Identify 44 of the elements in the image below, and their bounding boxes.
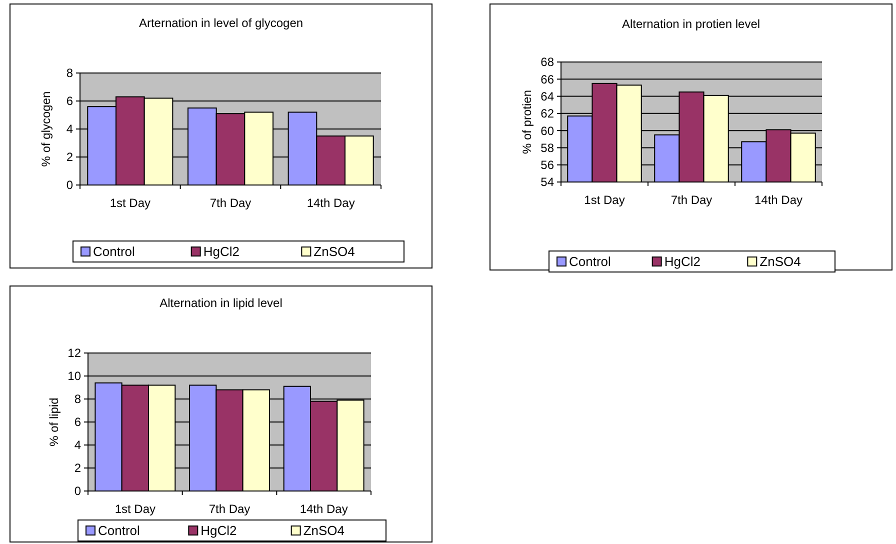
y-tick-label: 2 [66,150,74,164]
y-tick-label: 6 [74,415,82,430]
y-axis-title: % of protien [520,90,534,154]
y-tick-label: 2 [74,461,82,476]
y-axis-title: % of lipid [47,398,61,446]
y-tick-label: 8 [66,66,74,80]
x-tick-label: 14th Day [306,196,355,210]
legend-label: Control [93,244,136,259]
y-tick-label: 68 [540,55,554,70]
legend-label: HgCl2 [200,523,237,538]
y-tick-label: 0 [66,178,74,192]
y-tick-label: 58 [540,140,554,155]
legend-label: ZnSO4 [303,523,345,538]
x-tick-label: 7th Day [208,502,250,516]
legend-label: Control [569,254,612,269]
x-tick-label: 1st Day [584,193,625,207]
y-tick-label: 12 [68,346,82,360]
chart-title: Alternation in lipid level [160,296,282,310]
legend-label: HgCl2 [664,254,700,269]
y-tick-label: 8 [74,392,82,406]
x-tick-label: 14th Day [754,193,803,207]
y-tick-label: 64 [540,89,554,104]
x-tick-label: 1st Day [110,196,151,210]
chart-title: Arternation in level of glycogen [138,16,304,30]
y-tick-label: 0 [74,484,82,498]
legend-label: ZnSO4 [314,244,355,259]
y-tick-label: 60 [540,124,554,138]
x-tick-label: 7th Day [670,193,712,207]
y-tick-label: 6 [66,94,74,108]
y-tick-label: 4 [74,438,82,452]
y-tick-label: 66 [540,72,554,86]
y-tick-label: 56 [540,158,554,172]
y-tick-label: 10 [68,369,82,384]
x-tick-label: 1st Day [114,502,156,516]
y-tick-label: 4 [66,122,74,136]
x-tick-label: 14th Day [300,502,348,516]
y-tick-label: 62 [540,106,554,121]
legend-label: Control [98,523,140,538]
x-tick-label: 7th Day [210,196,252,210]
legend-label: ZnSO4 [760,254,801,269]
chart-title: Alternation in protien level [622,17,760,31]
legend-label: HgCl2 [203,244,240,259]
y-axis-title: % of glycogen [39,91,53,167]
y-tick-label: 54 [540,175,554,190]
